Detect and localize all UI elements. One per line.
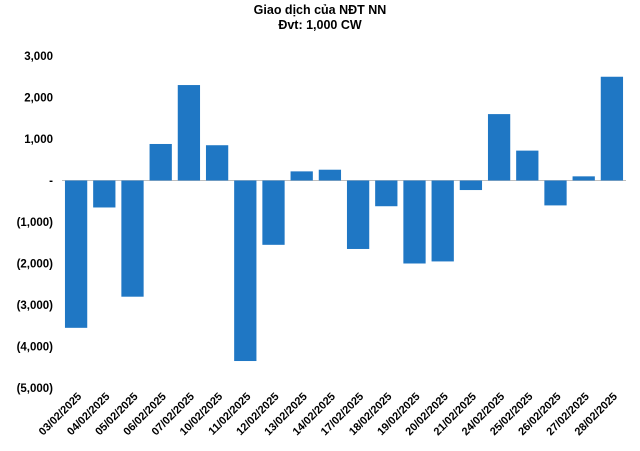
bar (177, 85, 201, 181)
bar (572, 176, 595, 181)
chart-title: Giao dịch của NĐT NN (253, 3, 387, 17)
bar (149, 143, 172, 181)
y-tick-label: (2,000) (17, 259, 54, 271)
bar-series (64, 76, 624, 362)
bar (318, 169, 342, 181)
chart-subtitle: Đvt: 1,000 CW (278, 18, 362, 32)
bar (346, 180, 370, 249)
bar (600, 76, 624, 181)
bar (290, 171, 313, 181)
bar (431, 180, 454, 262)
bar (375, 180, 398, 207)
bar (516, 150, 539, 181)
bar (544, 180, 567, 206)
bar (93, 180, 116, 208)
bar (459, 180, 483, 191)
bar (487, 114, 511, 181)
bar (234, 180, 257, 362)
bar (64, 180, 88, 328)
y-tick-label: 3,000 (24, 51, 53, 63)
y-axis-tick-labels: 3,000 2,000 1,000 - (1,000) (2,000) (3,000) (4,… (17, 51, 54, 395)
y-tick-label: (1,000) (17, 217, 54, 229)
bar (403, 180, 426, 264)
y-tick-label: (4,000) (17, 342, 54, 354)
y-tick-label: 2,000 (24, 93, 53, 105)
y-tick-label: 1,000 (24, 134, 53, 146)
y-tick-label: - (49, 176, 53, 188)
y-tick-label: (3,000) (17, 300, 54, 312)
bar (121, 180, 144, 297)
y-tick-label: (5,000) (17, 383, 54, 395)
bar (205, 145, 229, 181)
bar (262, 180, 285, 245)
x-axis-tick-labels: 03/02/202504/02/202505/02/202506/02/2025… (37, 391, 620, 438)
